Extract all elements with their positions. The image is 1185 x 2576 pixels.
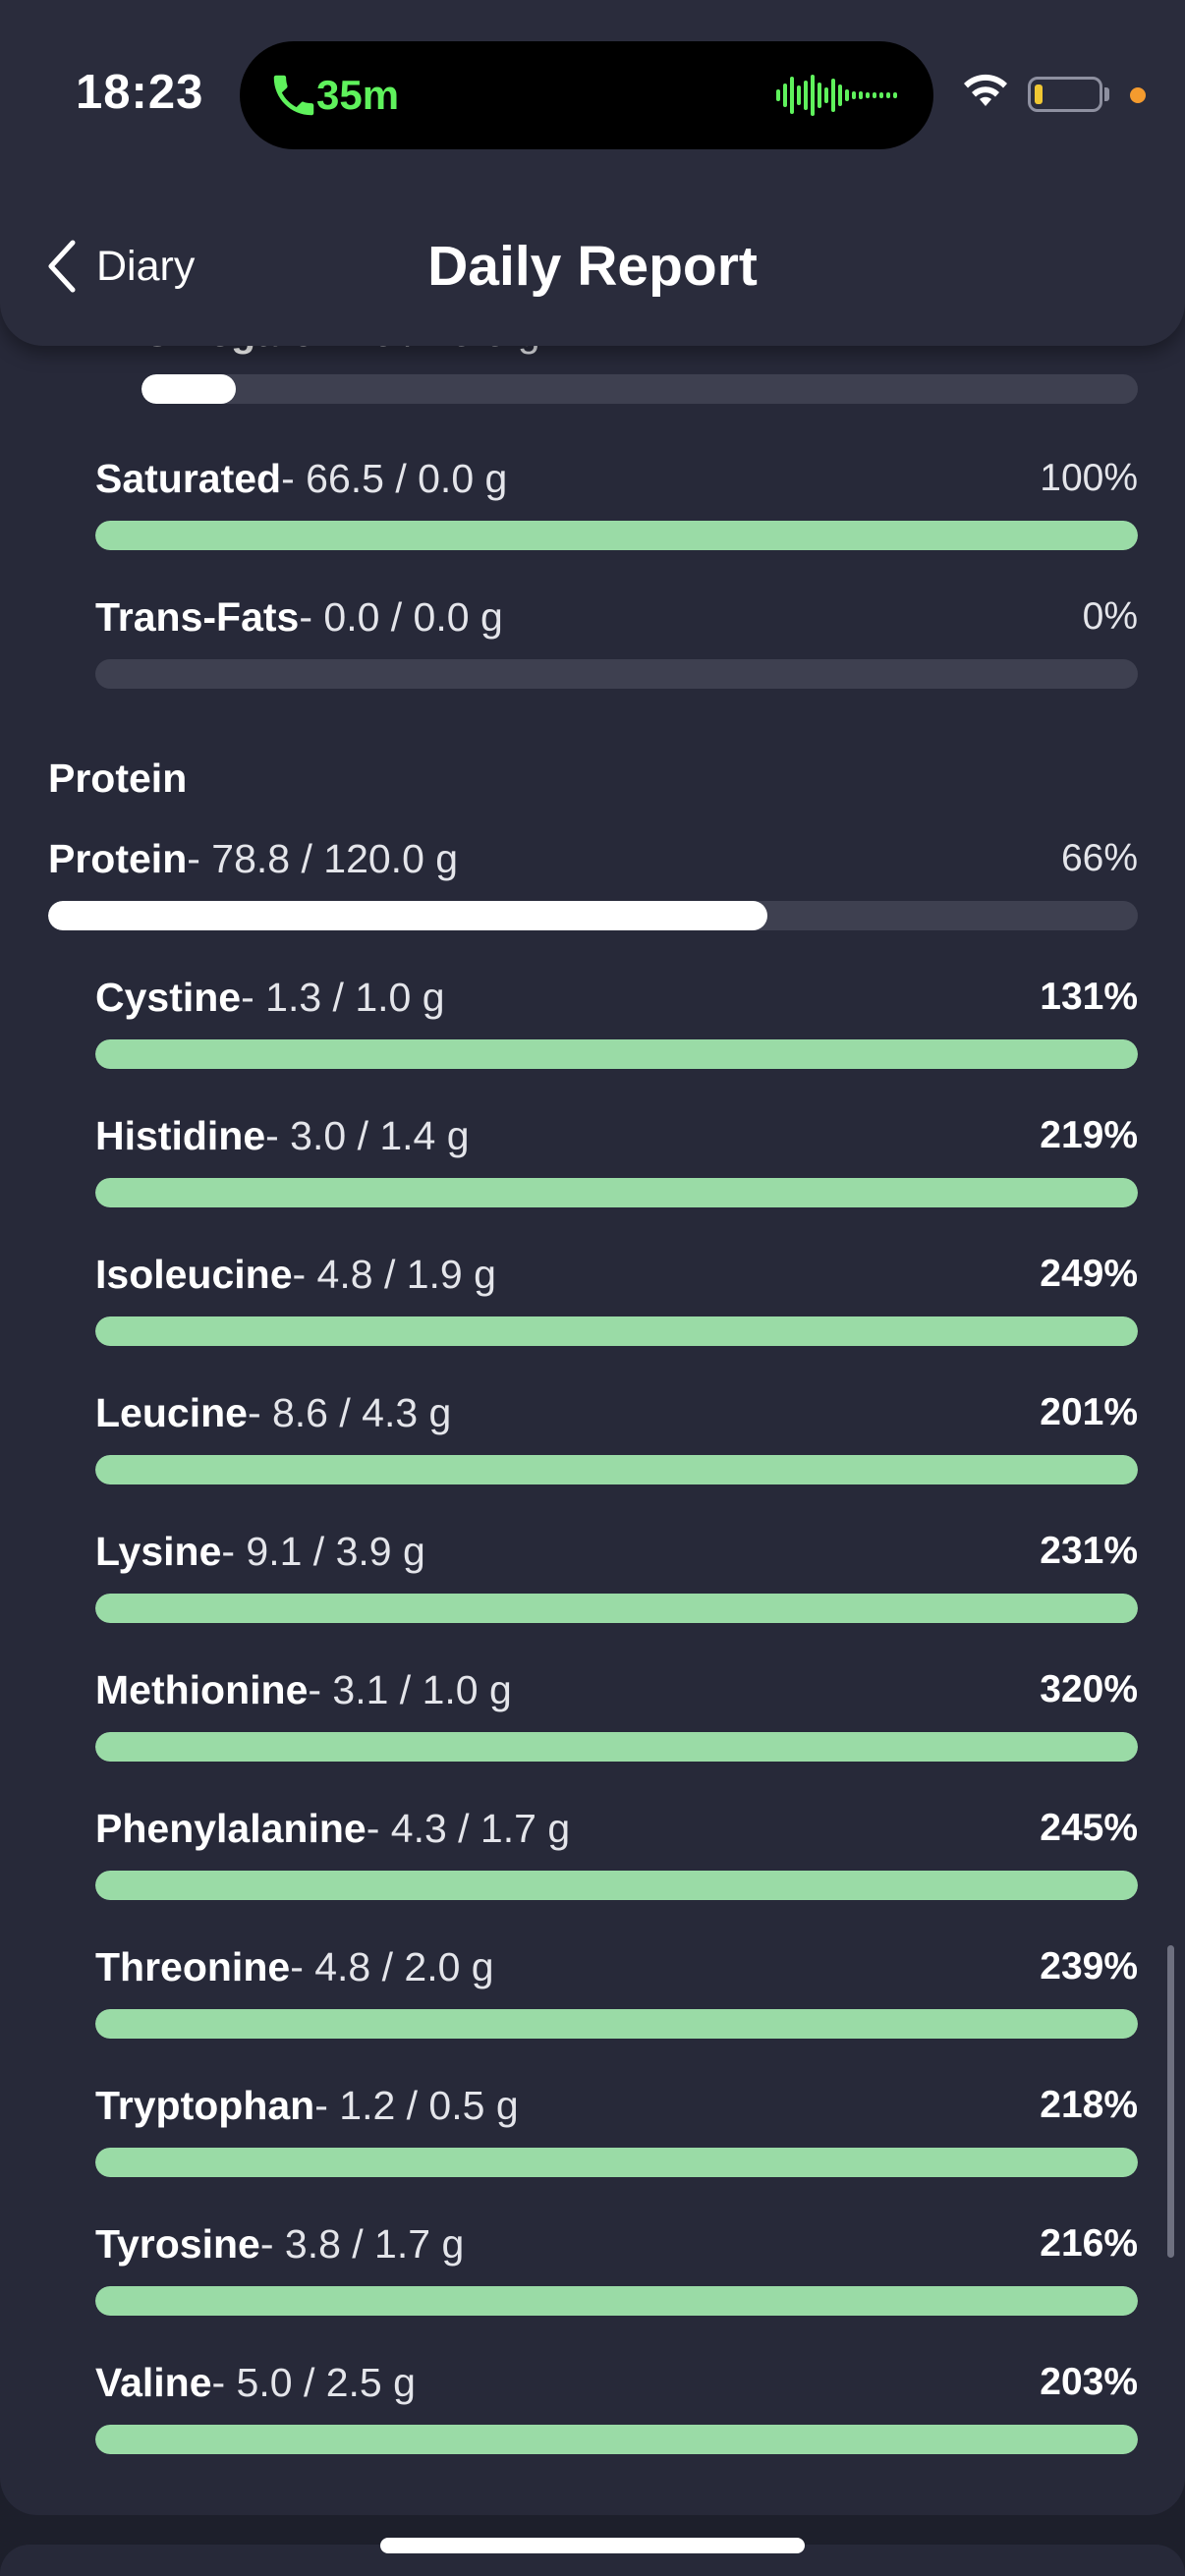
nutrient-percent: 201% (1040, 1391, 1138, 1433)
progress-track (95, 1594, 1138, 1623)
nutrient-percent: 131% (1040, 976, 1138, 1018)
dynamic-island-call[interactable]: 35m (240, 41, 933, 149)
nutrient-percent: 219% (1040, 1114, 1138, 1156)
progress-track (95, 2286, 1138, 2316)
nutrient-name: Tryptophan (95, 2083, 315, 2128)
battery-icon (1028, 77, 1102, 112)
nutrient-amount: - 3.0 / 1.4 g (265, 1113, 470, 1158)
nutrient-percent: 249% (1040, 1253, 1138, 1295)
progress-track (95, 1455, 1138, 1484)
audio-waveform-icon (776, 75, 897, 116)
progress-track (95, 1316, 1138, 1346)
progress-track (95, 2425, 1138, 2454)
scrollbar[interactable] (1167, 1945, 1174, 2258)
progress-track (141, 374, 1138, 404)
progress-fill (95, 1455, 1138, 1484)
nutrient-name: Phenylalanine (95, 1806, 367, 1851)
nutrient-percent: 320% (1040, 1668, 1138, 1710)
battery-tip (1104, 87, 1109, 101)
nutrient-amount: - 5.0 / 2.5 g (211, 2360, 416, 2405)
wifi-icon (964, 74, 1007, 106)
nutrient-percent: 239% (1040, 1945, 1138, 1988)
nutrient-amount: - 1.2 / 0.5 g (314, 2083, 519, 2128)
nutrient-percent: 231% (1040, 1530, 1138, 1572)
nutrient-name: Protein (48, 836, 188, 881)
progress-track (95, 1039, 1138, 1069)
nutrient-amount: - 8.6 / 4.3 g (247, 1390, 452, 1435)
progress-fill (95, 521, 1138, 550)
progress-fill (95, 2425, 1138, 2454)
progress-track (95, 521, 1138, 550)
nutrient-percent: 100% (1040, 457, 1138, 499)
back-button[interactable]: Diary (45, 232, 195, 301)
progress-fill (95, 1871, 1138, 1900)
progress-fill (95, 1039, 1138, 1069)
nutrient-name: Methionine (95, 1667, 309, 1712)
nutrient-name: Lysine (95, 1529, 222, 1574)
nutrient-name: Tyrosine (95, 2221, 260, 2267)
page-title: Daily Report (427, 235, 758, 298)
nutrient-amount: - 4.8 / 1.9 g (292, 1252, 496, 1297)
progress-track (95, 2148, 1138, 2177)
nutrient-amount: - 3.8 / 1.7 g (259, 2221, 465, 2267)
nutrient-amount: - 0.0 / 0.0 g (299, 594, 503, 640)
nutrient-percent: 203% (1040, 2361, 1138, 2403)
status-time: 18:23 (76, 66, 204, 119)
chevron-left-icon (48, 240, 76, 293)
progress-fill (95, 1316, 1138, 1346)
home-indicator[interactable] (380, 2538, 805, 2553)
nutrient-name: Leucine (95, 1390, 248, 1435)
progress-track (95, 2009, 1138, 2039)
nutrient-amount: - 1.3 / 1.0 g (241, 975, 445, 1020)
nutrient-percent: 218% (1040, 2084, 1138, 2126)
progress-fill (95, 2148, 1138, 2177)
nutrient-amount: - 3.1 / 1.0 g (308, 1667, 512, 1712)
nutrient-name: Threonine (95, 1944, 291, 1989)
progress-fill (48, 901, 767, 930)
progress-track (95, 1732, 1138, 1762)
nav-header: 18:23 35m (0, 0, 1185, 346)
nutrient-percent: 66% (1060, 837, 1138, 879)
nutrient-name: Valine (95, 2360, 212, 2405)
nutrient-percent: 0% (1082, 595, 1138, 638)
nutrient-name: Isoleucine (95, 1252, 293, 1297)
nutrient-amount: - 9.1 / 3.9 g (221, 1529, 425, 1574)
progress-fill (141, 374, 237, 404)
nutrient-name: Histidine (95, 1113, 266, 1158)
nutrient-name: Cystine (95, 975, 242, 1020)
call-duration: 35m (316, 72, 400, 118)
progress-fill (95, 1178, 1138, 1207)
privacy-indicator-dot (1130, 87, 1146, 103)
phone-icon (273, 75, 314, 116)
progress-fill (95, 1594, 1138, 1623)
nutrient-percent: 216% (1040, 2222, 1138, 2265)
section-title-protein: Protein (48, 756, 188, 801)
nutrient-percent: 245% (1040, 1807, 1138, 1849)
nutrient-name: Saturated (95, 456, 282, 501)
nutrient-amount: - 66.5 / 0.0 g (281, 456, 508, 501)
nutrient-name: Trans-Fats (95, 594, 300, 640)
nutrient-amount: - 4.8 / 2.0 g (290, 1944, 494, 1989)
progress-track (95, 1871, 1138, 1900)
back-button-label: Diary (96, 242, 196, 290)
progress-fill (95, 1732, 1138, 1762)
progress-track (95, 1178, 1138, 1207)
progress-fill (95, 2009, 1138, 2039)
progress-fill (95, 2286, 1138, 2316)
progress-track (48, 901, 1138, 930)
nutrient-amount: - 78.8 / 120.0 g (187, 836, 459, 881)
nutrient-amount: - 4.3 / 1.7 g (366, 1806, 571, 1851)
progress-track (95, 659, 1138, 689)
report-card: Omega-6- 1.0 / 10.0 g 10% Saturated- 66.… (0, 0, 1185, 2515)
